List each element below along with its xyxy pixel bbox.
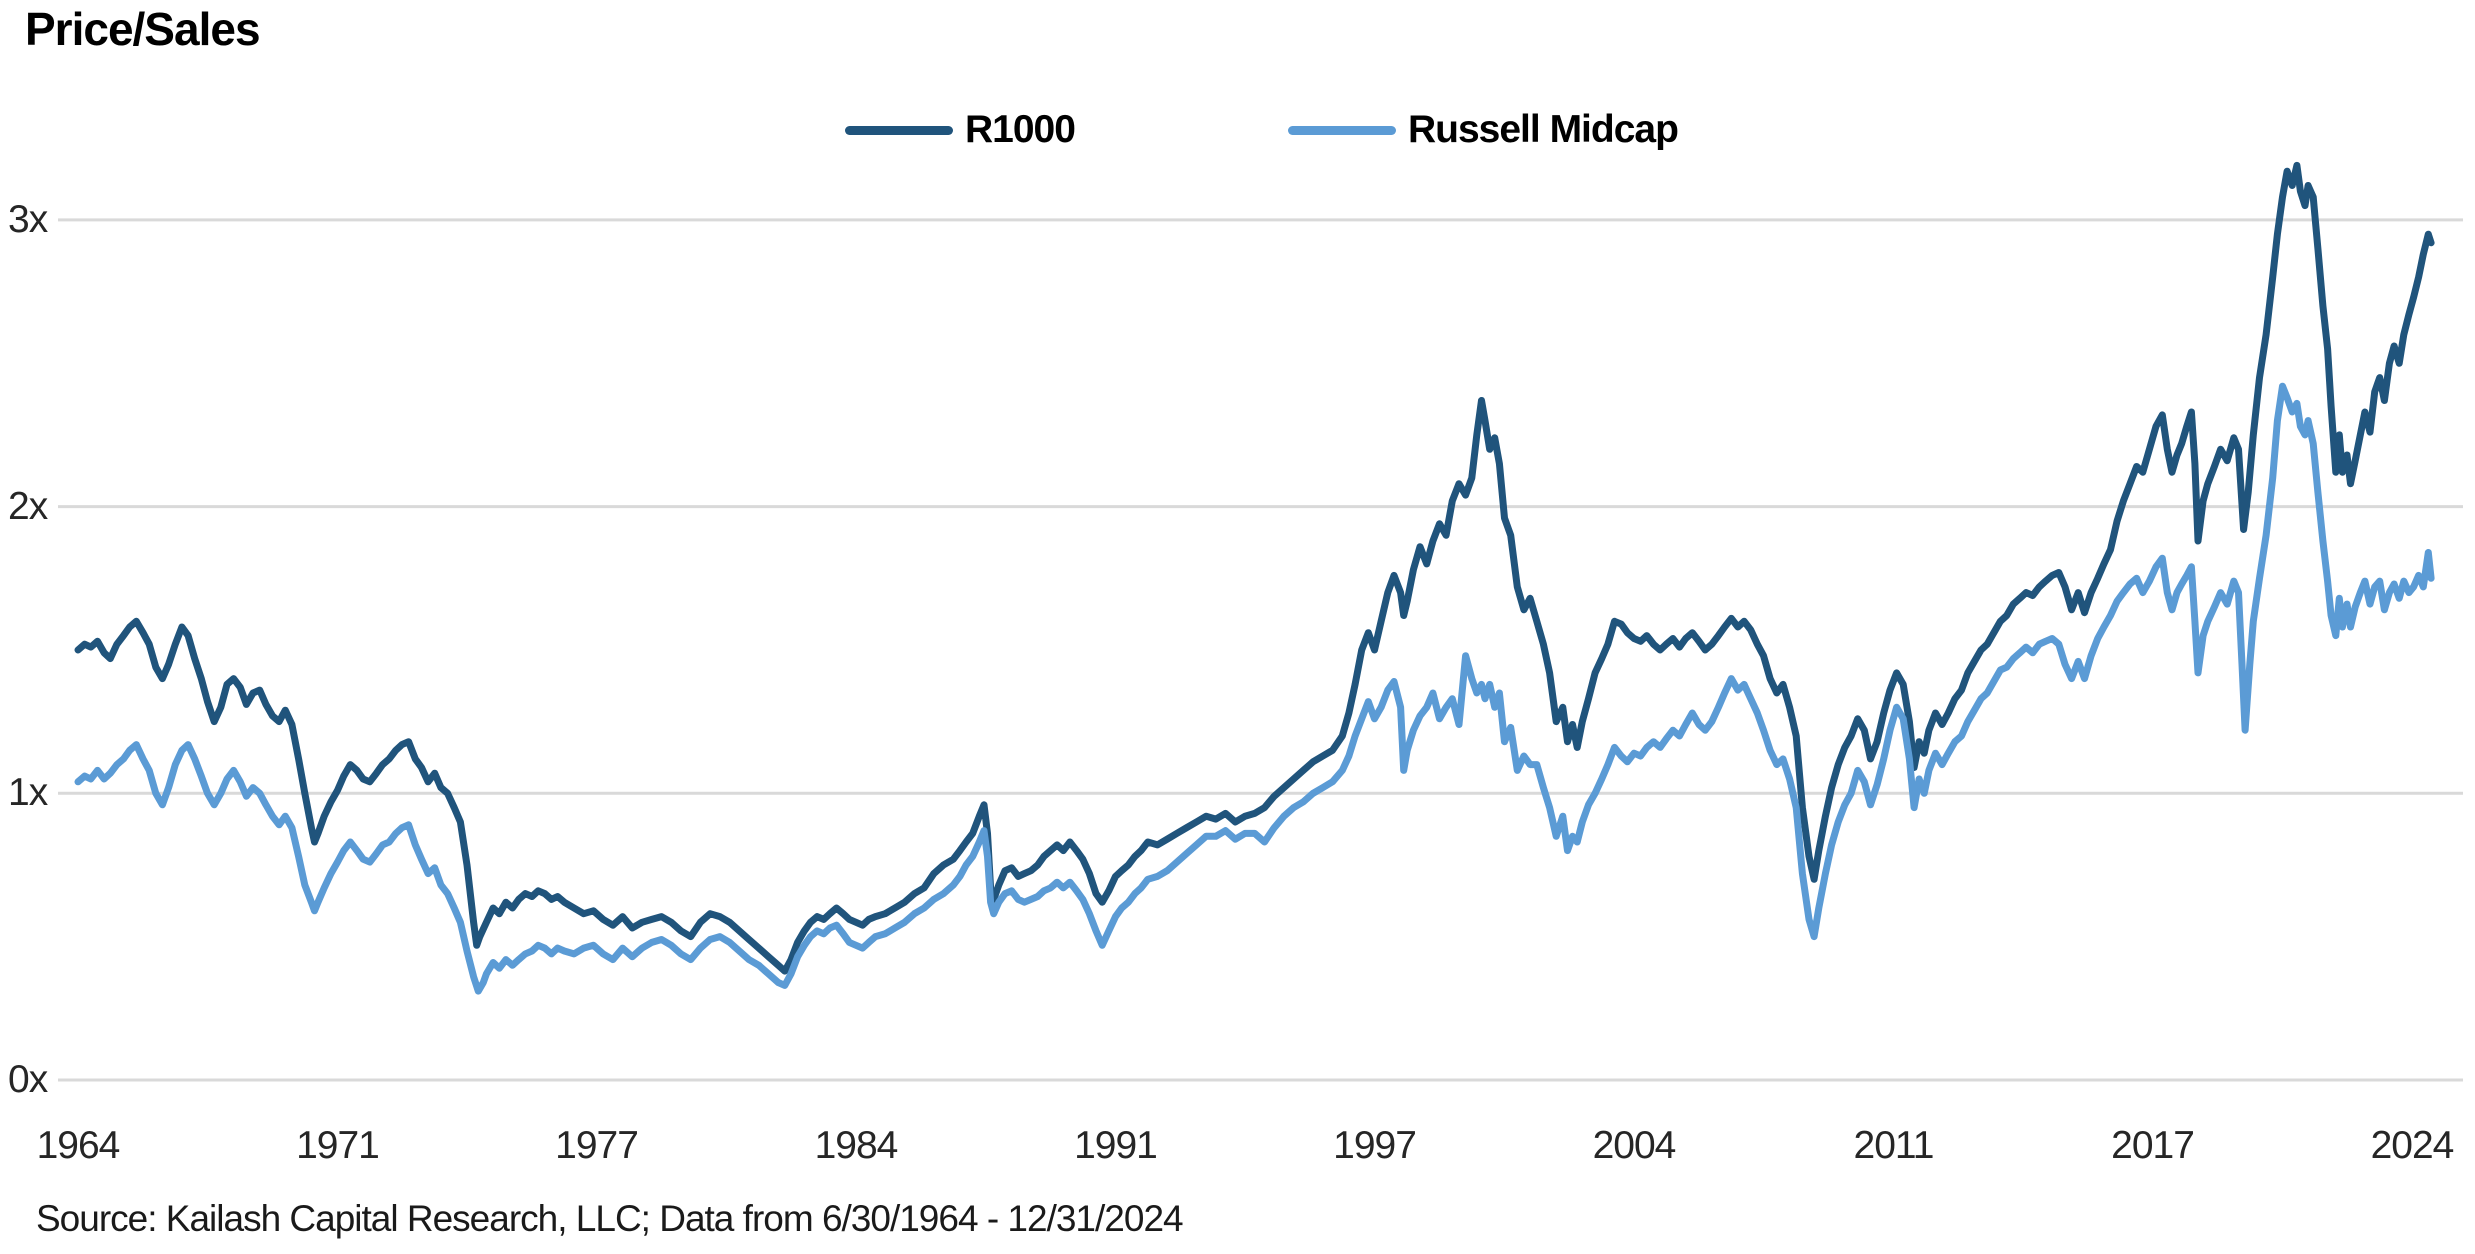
x-tick-label-1984: 1984 [814, 1124, 899, 1167]
x-tick-label-2011: 2011 [1853, 1124, 1935, 1167]
chart-title: Price/Sales [25, 3, 261, 55]
x-tick-label-2004: 2004 [1592, 1124, 1677, 1167]
legend: R1000 Russell Midcap [0, 100, 2475, 160]
x-tick-label-1964: 1964 [36, 1124, 121, 1167]
r1000-line-swatch [845, 125, 953, 135]
x-tick-label-2017: 2017 [2111, 1124, 2195, 1167]
x-tick-label-1991: 1991 [1074, 1124, 1158, 1167]
x-tick-label-1977: 1977 [555, 1124, 639, 1167]
x-tick-label-1971: 1971 [296, 1124, 380, 1167]
russell-midcap-line-swatch [1288, 125, 1396, 135]
y-tick-label-0x: 0x [8, 1058, 48, 1101]
series-line-russell-midcap [74, 382, 2435, 995]
source-note: Source: Kailash Capital Research, LLC; D… [36, 1198, 1184, 1239]
legend-label-r1000: R1000 [965, 108, 1076, 151]
x-tick-label-2024: 2024 [2370, 1124, 2455, 1167]
legend-label-russell-midcap: Russell Midcap [1408, 108, 1679, 151]
legend-item-r1000: R1000 [845, 100, 1076, 160]
series-line-r1000 [74, 161, 2435, 975]
y-tick-label-3x: 3x [8, 197, 48, 241]
x-tick-label-1997: 1997 [1333, 1124, 1417, 1167]
y-tick-label-2x: 2x [8, 484, 48, 528]
y-tick-label-1x: 1x [8, 771, 48, 815]
legend-item-russell-midcap: Russell Midcap [1288, 100, 1679, 160]
